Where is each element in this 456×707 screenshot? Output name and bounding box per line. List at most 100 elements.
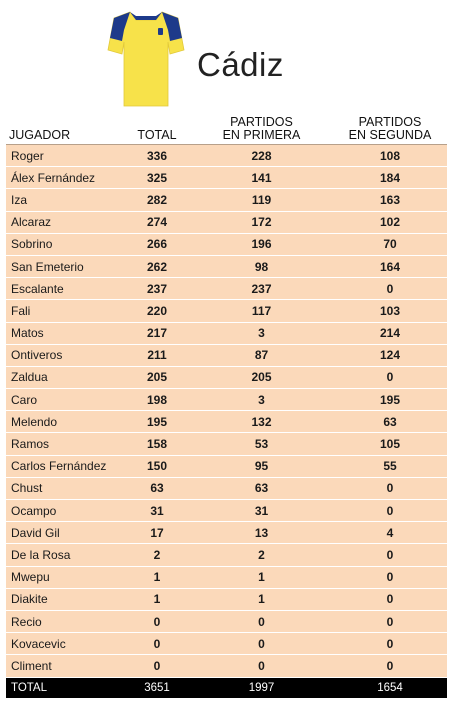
primera-cell: 31 xyxy=(254,503,269,518)
table-row: Escalante 237 237 0 xyxy=(6,278,447,301)
player-name: Escalante xyxy=(11,281,64,296)
primera-cell: 0 xyxy=(258,636,265,651)
table-body: Roger 336 228 108 Álex Fernández 325 141 184 I… xyxy=(6,145,447,678)
primera-cell: 98 xyxy=(254,259,269,274)
table-row: Kovacevic 0 0 0 xyxy=(6,633,447,656)
total-cell: 195 xyxy=(146,414,168,429)
player-name: Caro xyxy=(11,392,38,407)
table-row: Sobrino 266 196 70 xyxy=(6,233,447,256)
primera-cell: 205 xyxy=(251,370,272,385)
primera-cell: 87 xyxy=(254,348,269,363)
player-name: Ontiveros xyxy=(11,348,63,363)
total-cell: 282 xyxy=(146,192,168,207)
segunda-cell: 4 xyxy=(386,525,394,540)
table-header: JUGADOR TOTAL PARTIDOS EN PRIMERA PARTID… xyxy=(6,112,447,145)
player-name: Ocampo xyxy=(11,503,57,518)
total-cell: 266 xyxy=(146,237,168,252)
segunda-cell: 0 xyxy=(386,281,394,296)
header-segunda-line1: PARTIDOS xyxy=(358,115,422,129)
primera-cell: 117 xyxy=(251,303,272,318)
player-name: Diakite xyxy=(11,592,48,607)
segunda-cell: 0 xyxy=(386,503,394,518)
totals-label: TOTAL xyxy=(11,681,47,694)
total-cell: 220 xyxy=(146,303,168,318)
table-row: Climent 0 0 0 xyxy=(6,655,447,678)
total-cell: 274 xyxy=(146,215,168,230)
primera-cell: 2 xyxy=(258,547,265,562)
segunda-cell: 105 xyxy=(379,437,401,452)
total-cell: 217 xyxy=(146,326,168,341)
primera-cell: 196 xyxy=(251,237,272,252)
segunda-cell: 0 xyxy=(386,481,394,496)
player-name: Chust xyxy=(11,481,43,496)
table-row: Chust 63 63 0 xyxy=(6,477,447,500)
segunda-cell: 184 xyxy=(379,170,401,185)
total-cell: 1 xyxy=(153,592,161,607)
table-row: Ocampo 31 31 0 xyxy=(6,500,447,523)
header-segunda-line2: EN SEGUNDA xyxy=(348,128,432,142)
segunda-cell: 0 xyxy=(386,658,394,673)
totals-segunda: 1654 xyxy=(377,681,403,694)
table-row: Carlos Fernández 150 95 55 xyxy=(6,455,447,478)
player-name: Sobrino xyxy=(11,237,53,252)
table-row: Fali 220 117 103 xyxy=(6,300,447,323)
table-row: David Gil 17 13 4 xyxy=(6,522,447,545)
player-name: Fali xyxy=(11,303,31,318)
players-table: JUGADOR TOTAL PARTIDOS EN PRIMERA PARTID… xyxy=(6,112,447,698)
total-cell: 205 xyxy=(146,370,168,385)
header-primera: PARTIDOS EN PRIMERA xyxy=(190,116,333,144)
table-row: Recio 0 0 0 xyxy=(6,610,447,634)
total-cell: 2 xyxy=(153,547,161,562)
player-name: Mwepu xyxy=(11,570,50,585)
primera-cell: 13 xyxy=(254,525,269,540)
player-name: Álex Fernández xyxy=(11,170,96,185)
segunda-cell: 164 xyxy=(379,259,401,274)
total-cell: 336 xyxy=(146,148,168,163)
total-cell: 262 xyxy=(146,259,168,274)
player-name: De la Rosa xyxy=(11,547,71,562)
total-cell: 198 xyxy=(146,392,168,407)
segunda-cell: 55 xyxy=(383,459,397,474)
segunda-cell: 124 xyxy=(379,348,401,363)
player-name: Kovacevic xyxy=(11,636,66,651)
segunda-cell: 0 xyxy=(386,614,394,629)
player-name: Iza xyxy=(11,192,28,207)
segunda-cell: 214 xyxy=(379,326,401,341)
total-cell: 237 xyxy=(146,281,168,296)
player-name: Alcaraz xyxy=(11,215,52,230)
header-primera-line2: EN PRIMERA xyxy=(222,128,301,142)
team-name: Cádiz xyxy=(197,46,284,83)
total-cell: 325 xyxy=(146,170,168,185)
table-row: De la Rosa 2 2 0 xyxy=(6,544,447,567)
player-name: Recio xyxy=(11,614,42,629)
segunda-cell: 102 xyxy=(379,215,401,230)
player-name: Climent xyxy=(11,658,52,673)
total-cell: 0 xyxy=(153,658,161,673)
yellow-football-jersey-icon xyxy=(107,11,185,107)
total-cell: 150 xyxy=(146,459,168,474)
primera-cell: 1 xyxy=(258,570,265,585)
segunda-cell: 103 xyxy=(379,303,401,318)
table-row: Melendo 195 132 63 xyxy=(6,411,447,434)
total-cell: 0 xyxy=(153,614,161,629)
totals-total: 3651 xyxy=(144,681,170,694)
table-row: Diakite 1 1 0 xyxy=(6,588,447,611)
table-row: Iza 282 119 163 xyxy=(6,189,447,212)
total-cell: 17 xyxy=(150,525,164,540)
segunda-cell: 0 xyxy=(386,547,394,562)
total-cell: 0 xyxy=(153,636,161,651)
segunda-cell: 0 xyxy=(386,570,394,585)
total-cell: 158 xyxy=(146,437,168,452)
primera-cell: 141 xyxy=(251,170,272,185)
table-row: Alcaraz 274 172 102 xyxy=(6,211,447,234)
primera-cell: 119 xyxy=(251,192,272,207)
segunda-cell: 163 xyxy=(379,192,401,207)
player-name: Carlos Fernández xyxy=(11,459,107,474)
table-row: Mwepu 1 1 0 xyxy=(6,566,447,589)
table-row: Roger 336 228 108 xyxy=(6,145,447,168)
totals-primera: 1997 xyxy=(248,681,275,694)
primera-cell: 132 xyxy=(251,414,272,429)
primera-cell: 0 xyxy=(258,614,265,629)
header-segunda: PARTIDOS EN SEGUNDA xyxy=(333,116,447,144)
